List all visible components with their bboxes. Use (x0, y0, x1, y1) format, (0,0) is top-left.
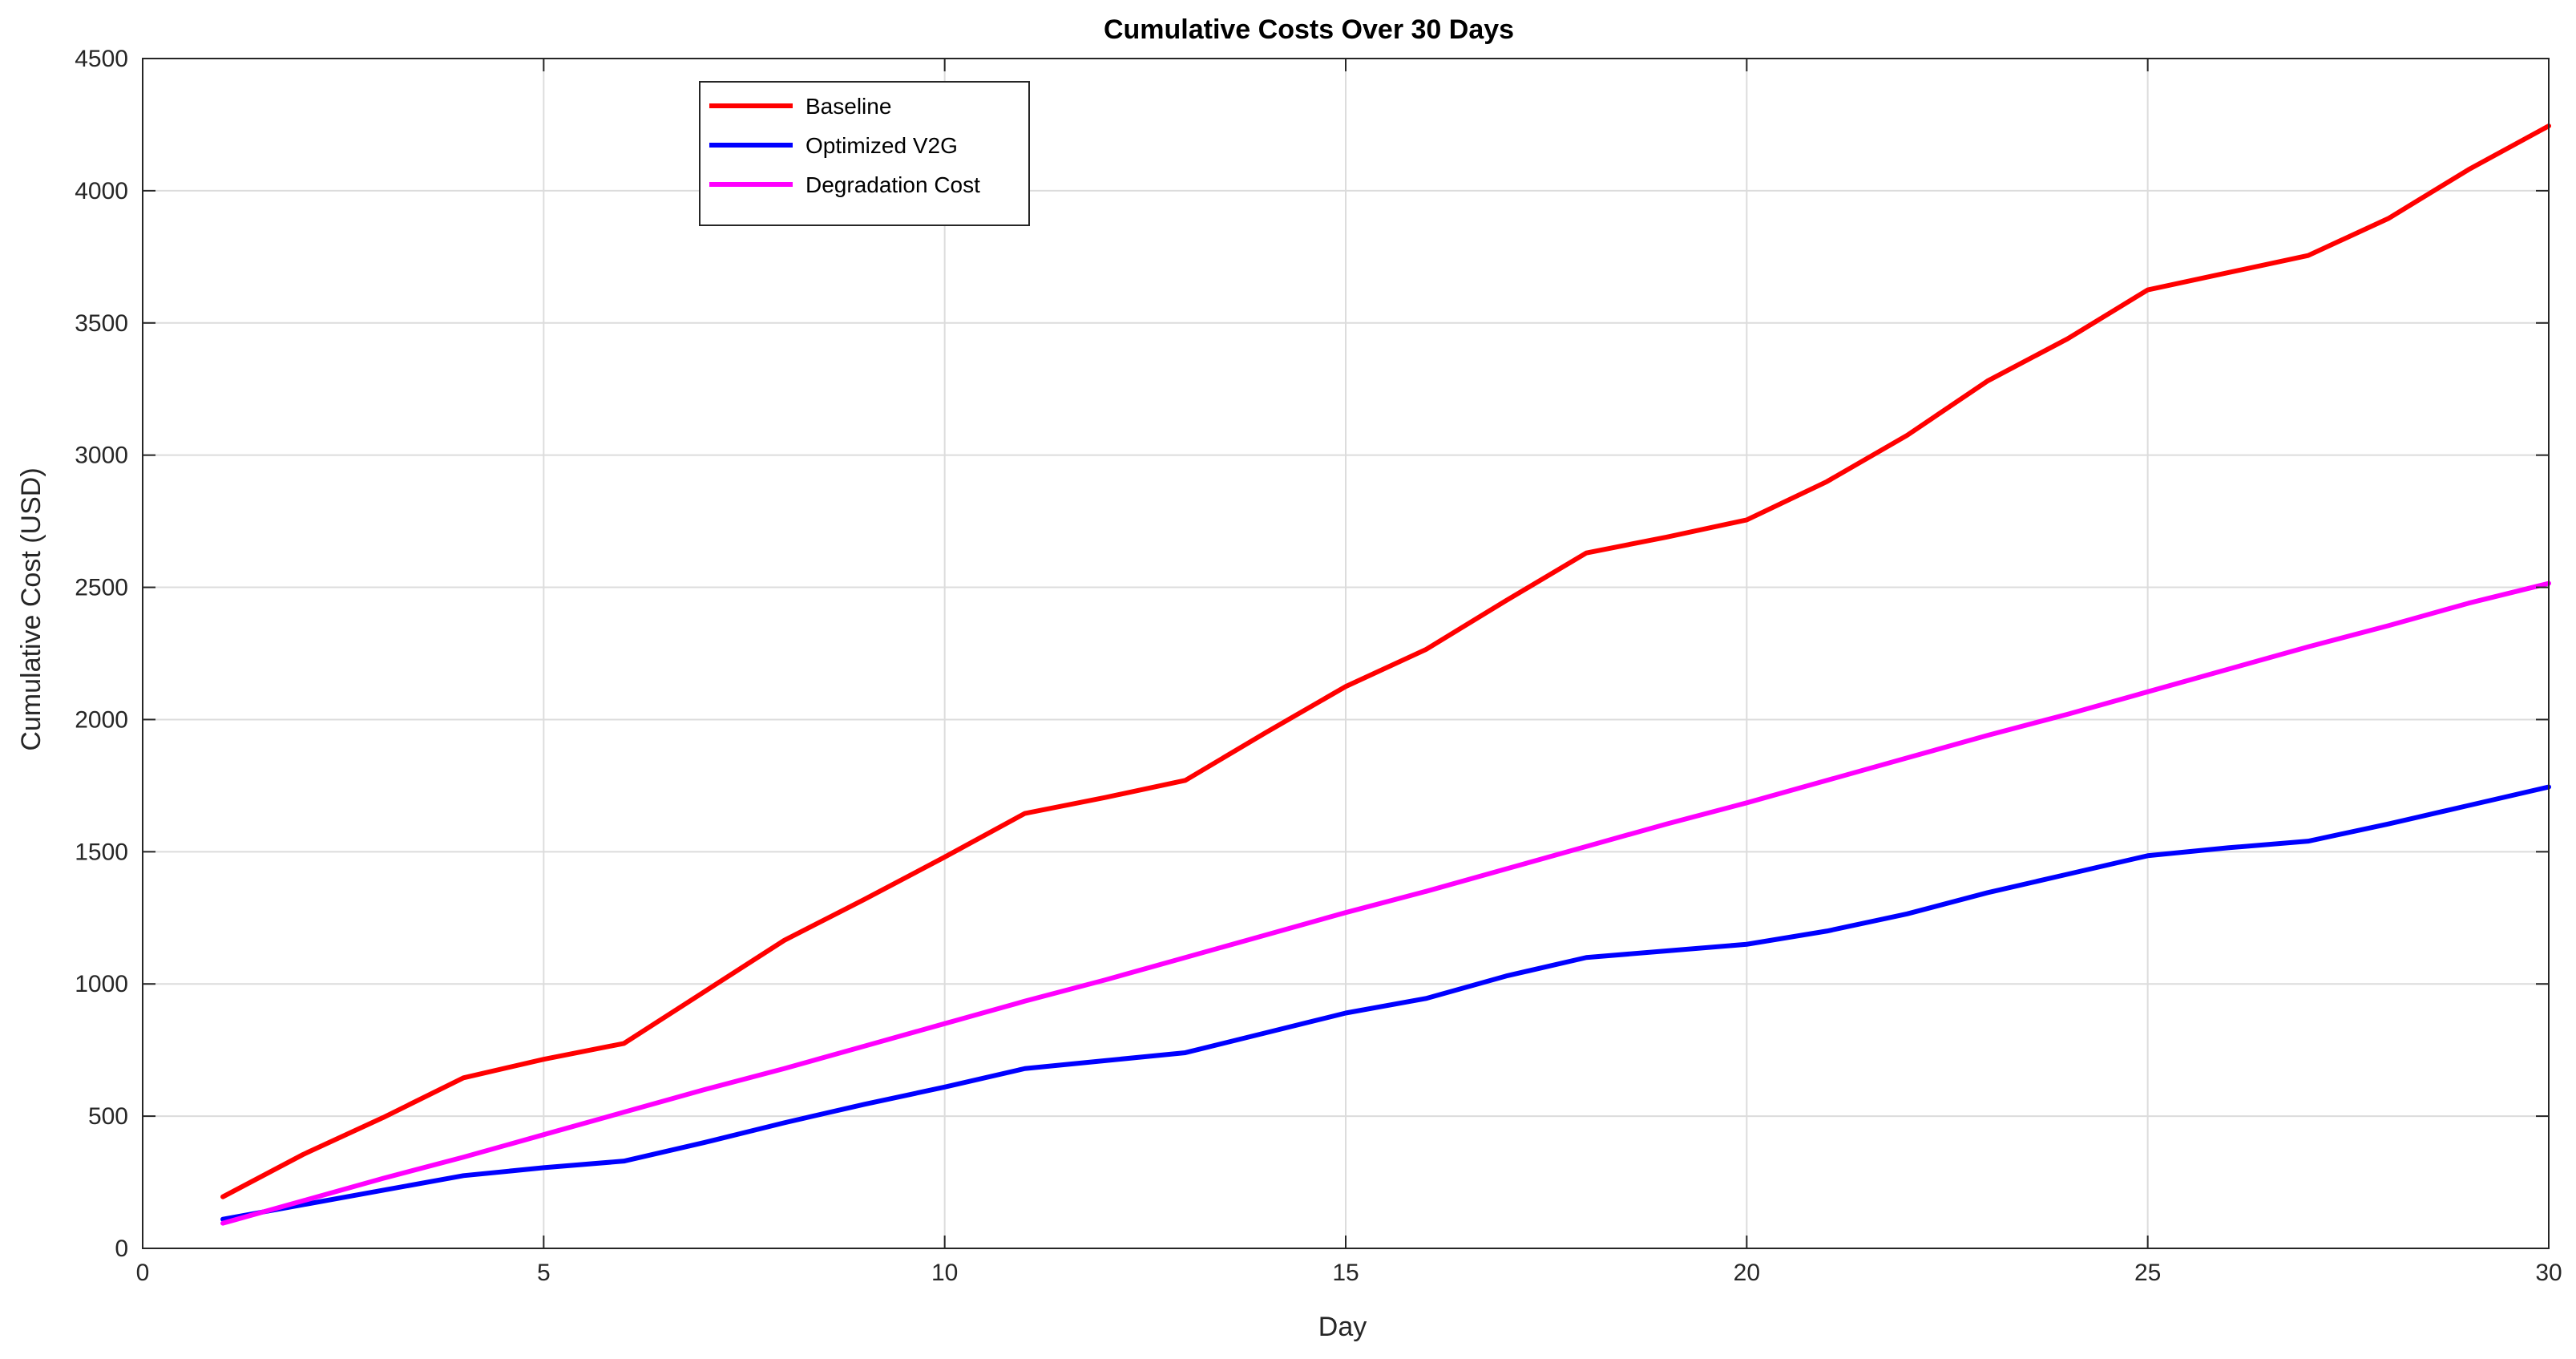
y-tick-label: 3500 (75, 310, 128, 337)
legend: Baseline Optimized V2G Degradation Cost (699, 81, 1030, 226)
y-tick-label: 2500 (75, 575, 128, 601)
x-tick-label: 10 (931, 1260, 958, 1286)
series-line-degradation-cost (220, 580, 2551, 1226)
y-tick-label: 1000 (75, 971, 128, 997)
series-line-baseline (220, 123, 2551, 1199)
chart-title: Cumulative Costs Over 30 Days (1104, 14, 1514, 45)
legend-label-baseline: Baseline (806, 94, 891, 119)
series-lines (220, 123, 2551, 1226)
y-tick-label: 4500 (75, 46, 128, 72)
x-axis-label: Day (1318, 1312, 1367, 1342)
axis-ticks (142, 58, 2550, 1249)
y-tick-label: 500 (88, 1103, 128, 1130)
legend-label-degradation-cost: Degradation Cost (806, 172, 980, 197)
tick-labels: 0 5 10 15 20 25 30 0 500 1000 1500 2000 2500 3000 3500… (75, 46, 2562, 1286)
y-axis-label: Cumulative Cost (USD) (16, 467, 46, 750)
x-tick-label: 0 (136, 1260, 150, 1286)
y-tick-label: 2000 (75, 706, 128, 733)
y-tick-label: 4000 (75, 178, 128, 204)
x-tick-label: 20 (1734, 1260, 1760, 1286)
y-tick-label: 1500 (75, 839, 128, 865)
y-tick-label: 3000 (75, 443, 128, 469)
x-tick-label: 15 (1332, 1260, 1359, 1286)
x-tick-label: 5 (537, 1260, 551, 1286)
x-tick-label: 25 (2134, 1260, 2161, 1286)
y-tick-label: 0 (115, 1236, 128, 1262)
legend-label-optimized-v2g: Optimized V2G (806, 133, 958, 158)
series-line-optimized-v2g (220, 784, 2551, 1222)
x-tick-label: 30 (2535, 1260, 2562, 1286)
